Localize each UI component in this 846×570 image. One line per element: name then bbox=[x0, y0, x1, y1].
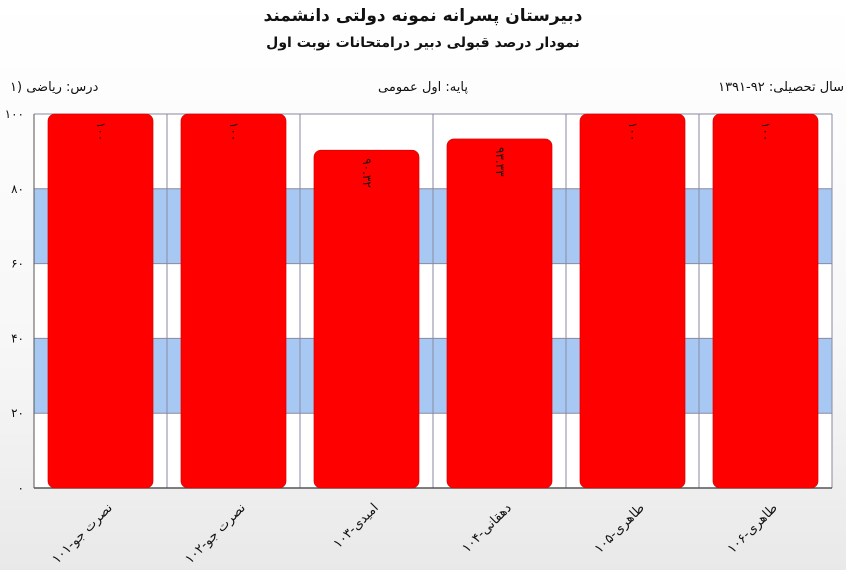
x-tick-label: طاهری-۱۰۵ bbox=[592, 501, 648, 557]
grade-label: پایه: اول عمومی bbox=[378, 80, 468, 95]
bar bbox=[579, 113, 686, 489]
bar-data-label: ۹۳.۳۳ bbox=[493, 147, 507, 177]
y-tick-label: ۸۰ bbox=[11, 182, 24, 196]
bar-data-label: ۱۰۰ bbox=[759, 122, 773, 141]
bar bbox=[446, 138, 553, 489]
y-tick-label: ۲۰ bbox=[11, 406, 24, 420]
x-tick-label: دهقانی-۱۰۴ bbox=[459, 501, 515, 557]
bar bbox=[47, 113, 154, 489]
bar bbox=[712, 113, 819, 489]
chart-title: دبیرستان پسرانه نمونه دولتی دانشمند bbox=[263, 6, 583, 26]
school-year-label: سال تحصیلی: ۹۲-۱۳۹۱ bbox=[718, 80, 844, 95]
x-tick-label: نصرت جو-۱۰۱ bbox=[49, 501, 115, 567]
y-tick-label: ۴۰ bbox=[11, 331, 24, 345]
bar-data-label: ۱۰۰ bbox=[94, 122, 108, 141]
x-tick-label: طاهری-۱۰۶ bbox=[725, 501, 781, 557]
course-label: درس: ریاضی (۱ bbox=[10, 80, 99, 95]
y-tick-label: ۰ bbox=[18, 481, 24, 495]
bar bbox=[180, 113, 287, 489]
x-tick-label: نصرت جو-۱۰۲ bbox=[182, 501, 248, 567]
bar-data-label: ۱۰۰ bbox=[626, 122, 640, 141]
y-tick-label: ۱۰۰ bbox=[5, 107, 24, 121]
x-tick-label: امیدی-۱۰۳ bbox=[331, 501, 382, 552]
bar-data-label: ۱۰۰ bbox=[227, 122, 241, 141]
chart-subtitle: نمودار درصد قبولی دبیر درامتحانات نوبت ا… bbox=[266, 35, 580, 51]
bar bbox=[313, 149, 420, 489]
y-tick-label: ۶۰ bbox=[11, 257, 24, 271]
bar-data-label: ۹۰.۳۲ bbox=[360, 158, 374, 188]
